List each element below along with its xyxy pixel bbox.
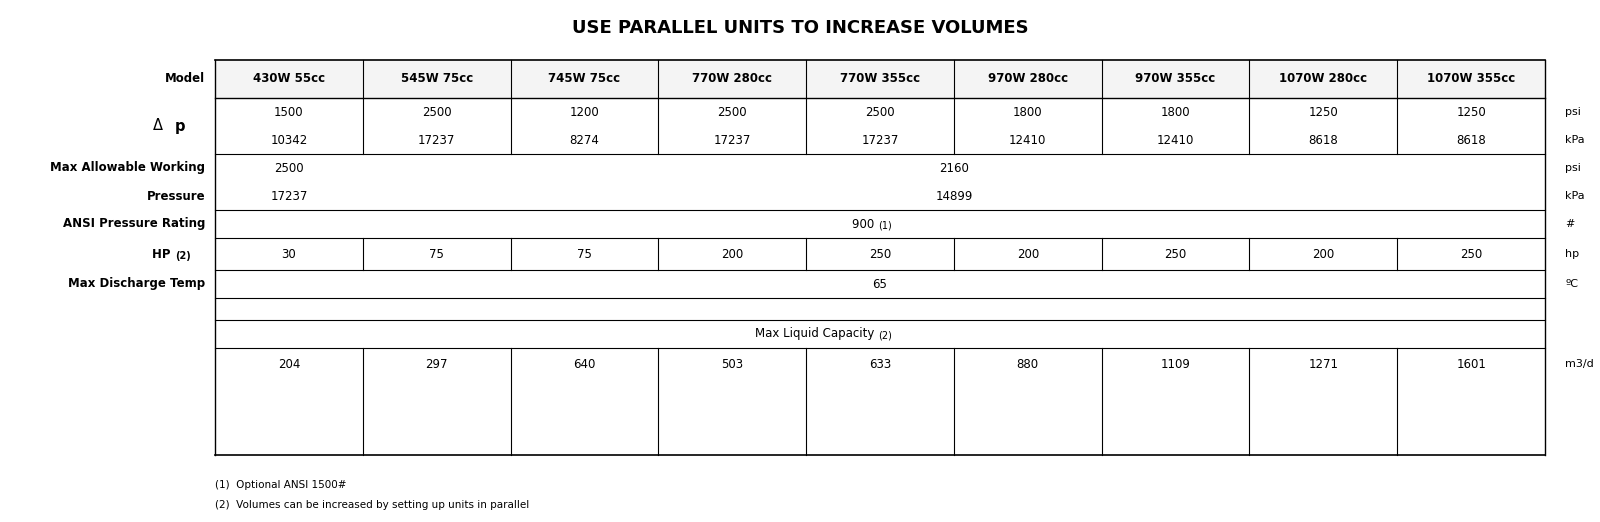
Text: m3/d: m3/d (1565, 359, 1594, 369)
Text: 8618: 8618 (1309, 134, 1338, 147)
Text: 1070W 280cc: 1070W 280cc (1280, 73, 1368, 86)
Text: 1250: 1250 (1309, 105, 1338, 118)
Text: hp: hp (1565, 249, 1579, 259)
Text: 970W 355cc: 970W 355cc (1136, 73, 1216, 86)
Text: 17237: 17237 (714, 134, 750, 147)
Text: 1500: 1500 (274, 105, 304, 118)
Text: 12410: 12410 (1010, 134, 1046, 147)
Text: 545W 75cc: 545W 75cc (400, 73, 472, 86)
Text: 2500: 2500 (866, 105, 894, 118)
Text: 1109: 1109 (1160, 358, 1190, 371)
Text: 75: 75 (578, 247, 592, 260)
Text: 250: 250 (1165, 247, 1187, 260)
Text: 503: 503 (722, 358, 744, 371)
Text: 430W 55cc: 430W 55cc (253, 73, 325, 86)
Text: 204: 204 (278, 358, 301, 371)
Text: 1070W 355cc: 1070W 355cc (1427, 73, 1515, 86)
Text: 8274: 8274 (570, 134, 600, 147)
Text: 297: 297 (426, 358, 448, 371)
Text: 200: 200 (722, 247, 744, 260)
Text: 250: 250 (869, 247, 891, 260)
Text: Pressure: Pressure (146, 189, 205, 203)
Text: 10342: 10342 (270, 134, 307, 147)
Text: Max Discharge Temp: Max Discharge Temp (67, 278, 205, 291)
Text: 970W 280cc: 970W 280cc (987, 73, 1067, 86)
Text: 14899: 14899 (936, 189, 973, 203)
Text: 633: 633 (869, 358, 891, 371)
Text: HP: HP (152, 247, 174, 260)
Text: 65: 65 (872, 278, 888, 291)
Text: 2160: 2160 (939, 161, 970, 174)
Text: psi: psi (1565, 163, 1581, 173)
Text: ºC: ºC (1565, 279, 1578, 289)
Text: (2)  Volumes can be increased by setting up units in parallel: (2) Volumes can be increased by setting … (214, 500, 530, 510)
Text: p: p (174, 118, 186, 134)
Text: 17237: 17237 (270, 189, 307, 203)
Text: USE PARALLEL UNITS TO INCREASE VOLUMES: USE PARALLEL UNITS TO INCREASE VOLUMES (571, 19, 1029, 37)
Text: (2): (2) (174, 251, 190, 261)
Text: 745W 75cc: 745W 75cc (549, 73, 621, 86)
Text: 880: 880 (1016, 358, 1038, 371)
Bar (214, 60, 1546, 98)
Text: kPa: kPa (1565, 191, 1584, 201)
Text: 2500: 2500 (274, 161, 304, 174)
Text: ANSI Pressure Rating: ANSI Pressure Rating (62, 218, 205, 231)
Text: 2500: 2500 (422, 105, 451, 118)
Text: 770W 280cc: 770W 280cc (693, 73, 773, 86)
Text: Δ: Δ (154, 118, 163, 134)
Text: 12410: 12410 (1157, 134, 1194, 147)
Text: Max Liquid Capacity: Max Liquid Capacity (755, 327, 878, 340)
Text: 1250: 1250 (1456, 105, 1486, 118)
Text: 17237: 17237 (861, 134, 899, 147)
Text: (1)  Optional ANSI 1500#: (1) Optional ANSI 1500# (214, 480, 347, 490)
Text: psi: psi (1565, 107, 1581, 117)
Text: 17237: 17237 (418, 134, 456, 147)
Text: 200: 200 (1312, 247, 1334, 260)
Text: (1): (1) (878, 221, 891, 231)
Text: 250: 250 (1459, 247, 1482, 260)
Text: 640: 640 (573, 358, 595, 371)
Text: 30: 30 (282, 247, 296, 260)
Text: 900: 900 (851, 218, 878, 231)
Text: 75: 75 (429, 247, 445, 260)
Text: 200: 200 (1016, 247, 1038, 260)
Text: Model: Model (165, 73, 205, 86)
Text: #: # (1565, 219, 1574, 229)
Text: 1800: 1800 (1160, 105, 1190, 118)
Text: 770W 355cc: 770W 355cc (840, 73, 920, 86)
Text: 1601: 1601 (1456, 358, 1486, 371)
Text: 1271: 1271 (1309, 358, 1338, 371)
Text: 8618: 8618 (1456, 134, 1486, 147)
Text: Max Allowable Working: Max Allowable Working (50, 161, 205, 174)
Text: 1200: 1200 (570, 105, 600, 118)
Text: (2): (2) (878, 331, 891, 341)
Text: 2500: 2500 (717, 105, 747, 118)
Text: 1800: 1800 (1013, 105, 1043, 118)
Text: kPa: kPa (1565, 135, 1584, 145)
